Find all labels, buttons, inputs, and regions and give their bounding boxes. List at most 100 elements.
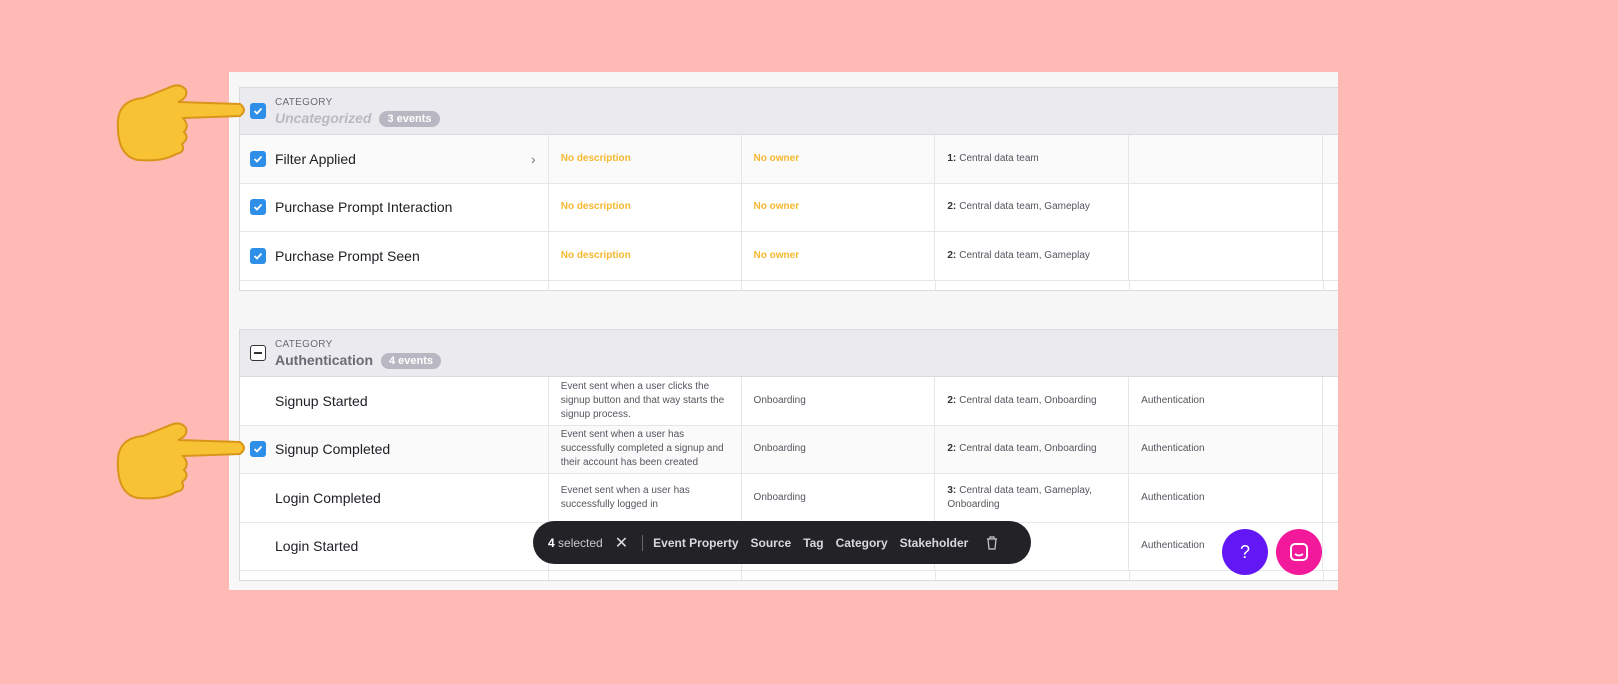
stakeholders-count: 2: [947, 394, 957, 406]
description-cell[interactable]: No description [549, 183, 742, 231]
category-cell[interactable]: Authentication [1129, 474, 1323, 522]
action-tag[interactable]: Tag [803, 535, 824, 550]
extra-cell [1323, 377, 1338, 425]
event-row[interactable]: Purchase Prompt Seen No description No o… [240, 232, 1338, 281]
stakeholders-cell[interactable]: 2: Central data team, Gameplay [935, 232, 1130, 280]
owner-cell[interactable]: Onboarding [742, 474, 936, 522]
category-cell[interactable] [1129, 183, 1323, 231]
event-name-cell[interactable]: Login Completed [240, 474, 549, 522]
event-name-cell[interactable]: Purchase Prompt Interaction [240, 183, 549, 231]
owner-cell[interactable]: Onboarding [742, 377, 936, 425]
stakeholders-count: 2: [947, 249, 957, 261]
owner-cell[interactable]: No owner [742, 135, 936, 183]
stakeholders-list: Central data team, Onboarding [959, 443, 1097, 455]
event-row[interactable]: Signup Started Event sent when a user cl… [240, 377, 1338, 426]
chat-icon [1290, 543, 1308, 561]
category-cell[interactable] [1129, 232, 1323, 280]
event-count-badge: 4 events [381, 353, 442, 369]
extra-cell [1323, 184, 1338, 232]
divider [642, 534, 644, 551]
stakeholders-count: 1: [947, 152, 957, 164]
help-label: ? [1239, 541, 1250, 562]
event-name: Filter Applied [275, 150, 356, 167]
bulk-action-bar: 4 selected ✕ Event Property Source Tag C… [533, 521, 1031, 564]
owner-cell[interactable]: No owner [742, 183, 936, 231]
event-count-badge: 3 events [379, 111, 440, 127]
action-stakeholder[interactable]: Stakeholder [899, 535, 969, 550]
event-name-cell[interactable]: Login Started [240, 522, 549, 570]
stakeholders-count: 2: [947, 443, 957, 455]
event-name: Purchase Prompt Interaction [275, 199, 453, 216]
event-name-cell[interactable]: Purchase Prompt Seen [240, 232, 549, 280]
category-group-authentication: CATEGORY Authentication 4 events Signup S… [239, 329, 1338, 581]
group-header: CATEGORY Authentication 4 events [240, 330, 1338, 377]
event-row[interactable]: Login Completed Evenet sent when a user … [240, 474, 1338, 523]
category-cell[interactable]: Authentication [1129, 522, 1323, 570]
stakeholders-cell[interactable]: 2: Central data team, Onboarding [935, 377, 1130, 425]
description-cell[interactable]: Event sent when a user clicks the signup… [549, 377, 742, 425]
clear-selection-close-icon[interactable]: ✕ [614, 534, 629, 552]
stakeholders-list: Central data team, Gameplay [959, 201, 1090, 213]
group-footer [240, 571, 1338, 580]
event-name: Login Completed [275, 489, 381, 506]
events-panel: CATEGORY Uncategorized 3 events Filter Ap… [229, 72, 1338, 590]
pointing-hand-icon [116, 84, 245, 162]
trash-icon[interactable] [986, 535, 998, 550]
stakeholders-list: Central data team [959, 152, 1039, 164]
event-name-cell[interactable]: Filter Applied › [240, 135, 549, 183]
owner-cell[interactable]: Onboarding [742, 425, 936, 473]
group-footer [240, 280, 1338, 290]
stakeholders-cell[interactable]: 1: Central data team [935, 135, 1130, 183]
description-cell[interactable]: Event sent when a user has successfully … [549, 425, 742, 473]
event-row[interactable]: Signup Completed Event sent when a user … [240, 425, 1338, 474]
event-name: Login Started [275, 538, 359, 555]
category-cell[interactable]: Authentication [1129, 377, 1323, 425]
group-name: Authentication 4 events [275, 352, 442, 369]
help-button[interactable]: ? [1222, 529, 1268, 575]
category-cell[interactable]: Authentication [1129, 425, 1323, 473]
group-checkbox[interactable] [250, 345, 266, 361]
owner-cell[interactable]: No owner [742, 232, 936, 280]
description-cell[interactable]: No description [549, 135, 742, 183]
action-category[interactable]: Category [835, 535, 888, 550]
stakeholders-list: Central data team, Onboarding [959, 394, 1097, 406]
event-row[interactable]: Filter Applied › No description No owner … [240, 135, 1338, 184]
row-checkbox[interactable] [250, 199, 266, 216]
selected-count: 4 [548, 535, 555, 550]
pointing-hand-icon [116, 422, 245, 500]
description-cell[interactable]: No description [549, 232, 742, 280]
description-cell[interactable]: Evenet sent when a user has successfully… [549, 474, 742, 522]
chat-button[interactable] [1276, 529, 1322, 575]
stakeholders-list: Central data team, Gameplay, Onboarding [947, 484, 1092, 510]
event-name-cell[interactable]: Signup Started [240, 377, 549, 425]
group-header: CATEGORY Uncategorized 3 events [240, 88, 1338, 135]
event-row[interactable]: Purchase Prompt Interaction No descripti… [240, 183, 1338, 232]
group-title: Authentication [275, 352, 373, 368]
row-checkbox[interactable] [250, 441, 266, 458]
extra-cell [1323, 135, 1338, 183]
group-category-label: CATEGORY [275, 339, 333, 350]
stakeholders-list: Central data team, Gameplay [959, 249, 1090, 261]
extra-cell [1323, 426, 1338, 474]
group-name: Uncategorized 3 events [275, 110, 440, 127]
stakeholders-cell[interactable]: 3: Central data team, Gameplay, Onboardin… [935, 474, 1130, 522]
category-group-uncategorized: CATEGORY Uncategorized 3 events Filter Ap… [239, 87, 1338, 291]
stakeholders-count: 3: [947, 484, 957, 496]
extra-cell [1323, 523, 1338, 571]
group-category-label: CATEGORY [275, 97, 333, 108]
event-name-cell[interactable]: Signup Completed [240, 425, 549, 473]
category-cell[interactable] [1129, 135, 1323, 183]
extra-cell [1323, 474, 1338, 522]
group-checkbox[interactable] [250, 103, 266, 119]
action-source[interactable]: Source [750, 535, 792, 550]
row-checkbox[interactable] [250, 247, 266, 264]
event-name: Signup Completed [275, 441, 391, 458]
row-checkbox[interactable] [250, 150, 266, 167]
event-name: Purchase Prompt Seen [275, 247, 420, 264]
group-title: Uncategorized [275, 110, 372, 126]
chevron-right-icon[interactable]: › [531, 150, 536, 167]
stakeholders-cell[interactable]: 2: Central data team, Gameplay [935, 183, 1130, 231]
stakeholders-count: 2: [947, 201, 957, 213]
action-event-property[interactable]: Event Property [653, 535, 739, 550]
stakeholders-cell[interactable]: 2: Central data team, Onboarding [935, 425, 1130, 473]
